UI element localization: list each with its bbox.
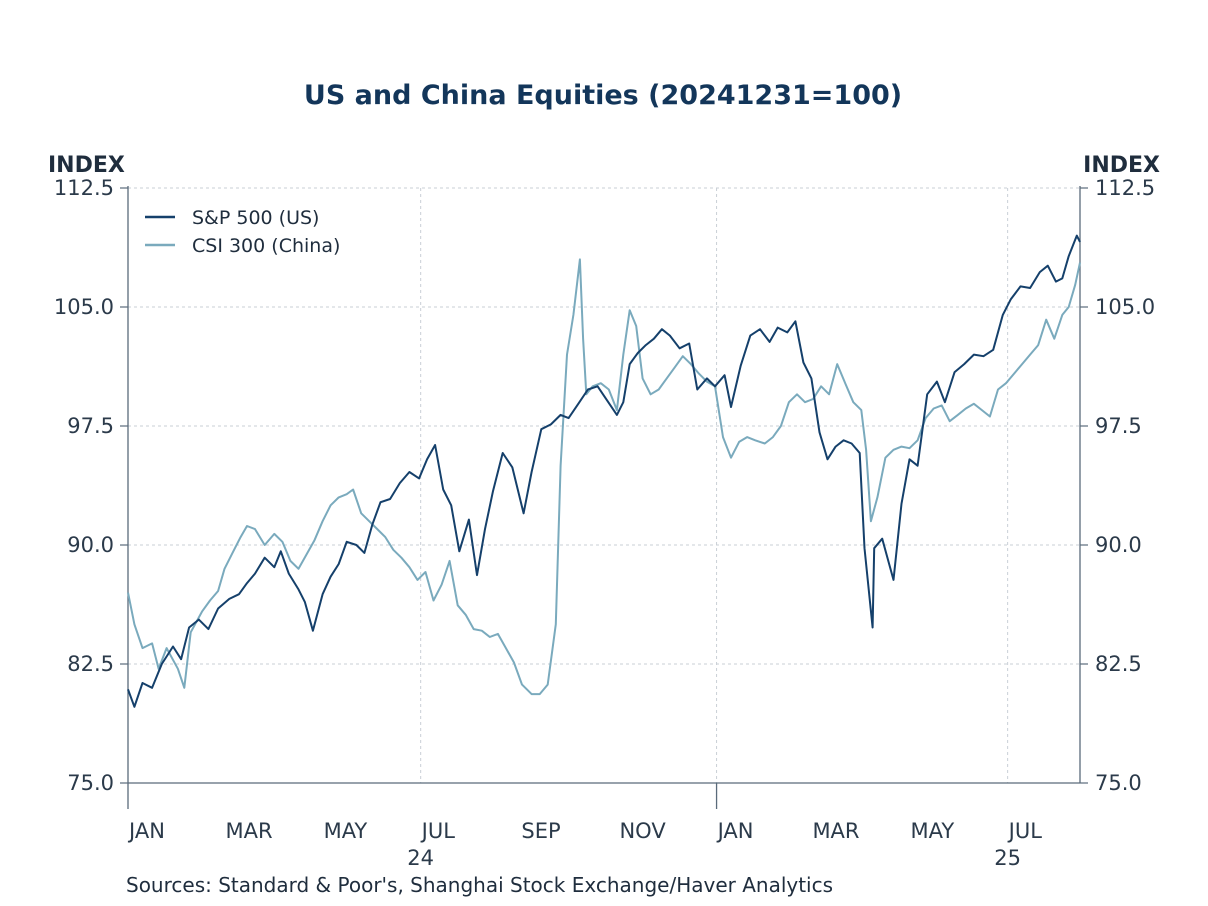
y-tick-label-left: 97.5 xyxy=(67,414,114,438)
y-tick-label-left: 75.0 xyxy=(67,771,114,795)
legend: S&P 500 (US) CSI 300 (China) xyxy=(145,207,340,257)
y-tick-label-left: 112.5 xyxy=(54,176,114,200)
x-year-label: 25 xyxy=(994,846,1021,870)
series-lines xyxy=(127,234,1081,708)
x-tick-labels: JAN MAR MAY JUL SEP NOV JAN MAR MAY JUL 24 25 xyxy=(127,819,1042,870)
y-tick-label-right: 90.0 xyxy=(1095,533,1142,557)
legend-label: S&P 500 (US) xyxy=(192,207,319,229)
x-tick-label: MAY xyxy=(911,819,955,843)
x-tick-label: JUL xyxy=(420,819,456,843)
chart-title: US and China Equities (20241231=100) xyxy=(304,80,902,111)
gridlines xyxy=(128,187,1080,783)
y-tick-label-left: 90.0 xyxy=(67,533,114,557)
y-tick-label-right: 75.0 xyxy=(1095,771,1142,795)
x-tick-label: NOV xyxy=(619,819,666,843)
right-y-tick-labels: 112.5 105.0 97.5 90.0 82.5 75.0 xyxy=(1095,176,1155,795)
x-tick-label: MAR xyxy=(225,819,272,843)
x-tick-label: MAR xyxy=(812,819,859,843)
x-tick-label: JAN xyxy=(716,819,754,843)
y-tick-label-right: 97.5 xyxy=(1095,414,1142,438)
legend-label: CSI 300 (China) xyxy=(192,235,340,257)
y-tick-label-right: 105.0 xyxy=(1095,295,1155,319)
x-year-label: 24 xyxy=(407,846,434,870)
sp500-line xyxy=(127,234,1081,708)
x-tick-label: MAY xyxy=(324,819,368,843)
sources-note: Sources: Standard & Poor's, Shanghai Sto… xyxy=(126,873,833,897)
x-tick-label: JAN xyxy=(127,819,165,843)
right-axis-title: INDEX xyxy=(1083,153,1160,178)
left-axis-title: INDEX xyxy=(48,153,125,178)
axes xyxy=(120,186,1088,809)
y-tick-label-right: 112.5 xyxy=(1095,176,1155,200)
y-tick-label-right: 82.5 xyxy=(1095,652,1142,676)
x-tick-label: JUL xyxy=(1007,819,1043,843)
y-tick-label-left: 105.0 xyxy=(54,295,114,319)
x-tick-label: SEP xyxy=(521,819,560,843)
y-tick-label-left: 82.5 xyxy=(67,652,114,676)
csi300-line xyxy=(127,258,1081,696)
left-y-tick-labels: 112.5 105.0 97.5 90.0 82.5 75.0 xyxy=(54,176,114,795)
